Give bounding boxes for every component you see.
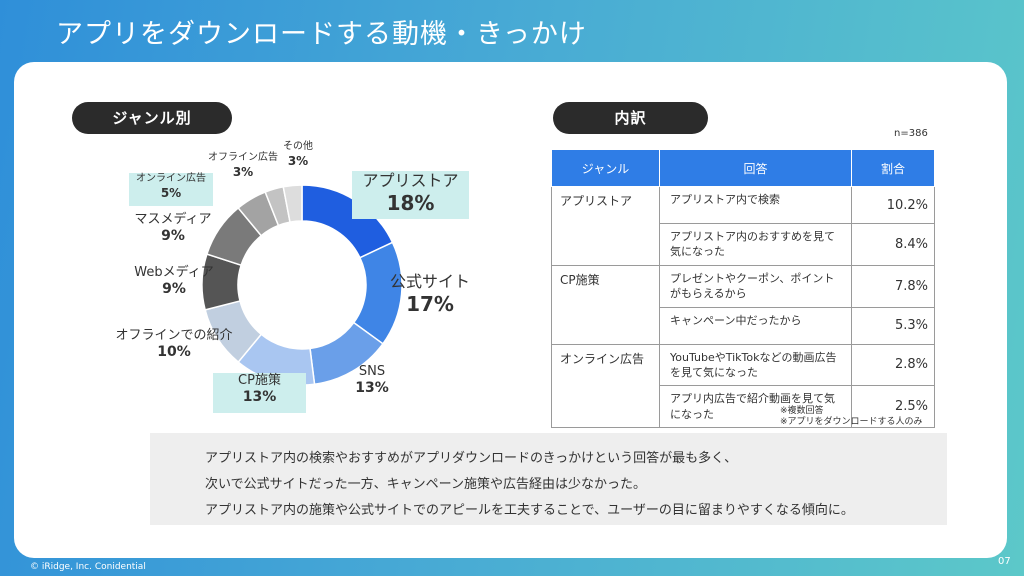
page-title: アプリをダウンロードする動機・きっかけ	[56, 19, 587, 50]
breakdown-table: ジャンル 回答 割合 アプリストア アプリストア内で検索 10.2% アプリスト…	[551, 149, 935, 429]
genre-cell: CP施策	[551, 264, 660, 345]
label-other: その他 3%	[276, 141, 320, 169]
footnote-multiple-answers: ※複数回答	[780, 406, 824, 416]
footnotes: ※複数回答 ※アプリをダウンロードする人のみ	[780, 406, 923, 428]
footnote-downloaders-only: ※アプリをダウンロードする人のみ	[780, 416, 923, 427]
label-sns-value: 13%	[355, 380, 389, 397]
table-row: アプリストア内のおすすめを見て気になった 8.4%	[552, 223, 935, 266]
label-mass-media-name: マスメディア	[134, 212, 212, 227]
label-app-store: アプリストア 18%	[352, 171, 469, 219]
label-offline-intro: オフラインでの紹介 10%	[104, 328, 244, 362]
label-online-ad-value: 5%	[160, 185, 182, 200]
label-offline-ad: オフライン広告 3%	[204, 152, 282, 180]
label-web-media: Webメディア 9%	[128, 265, 220, 299]
table-row: CP施策 プレゼントやクーポン、ポイントがもらえるから 7.8%	[551, 264, 935, 345]
ratio-cell: 5.3%	[851, 306, 935, 345]
label-offline-intro-name: オフラインでの紹介	[115, 328, 233, 343]
label-mass-media-value: 9%	[161, 228, 185, 245]
label-online-ad-name: オンライン広告	[136, 173, 206, 184]
answer-cell: プレゼントやクーポン、ポイントがもらえるから	[659, 264, 852, 308]
genre-cell: アプリストア	[551, 186, 660, 266]
header-ratio: 割合	[851, 149, 935, 187]
label-cp-value: 13%	[242, 389, 277, 406]
breakdown-pill: 内訳	[553, 102, 708, 134]
answer-cell: YouTubeやTikTokなどの動画広告を見て気になった	[659, 343, 852, 387]
label-other-value: 3%	[287, 153, 309, 168]
answer-cell: キャンペーン中だったから	[659, 306, 852, 345]
label-mass-media: マスメディア 9%	[127, 212, 219, 246]
label-online-ad: オンライン広告 5%	[129, 173, 213, 206]
ratio-cell: 7.8%	[851, 264, 935, 308]
genre-cell: オンライン広告	[551, 343, 660, 429]
copyright: © iRidge, Inc. Conidential	[30, 562, 146, 572]
ratio-cell: 8.4%	[851, 223, 935, 266]
ratio-cell: 2.8%	[851, 343, 935, 387]
header-genre: ジャンル	[551, 149, 660, 187]
header-answer: 回答	[659, 149, 852, 187]
table-row: アプリストア アプリストア内で検索 10.2%	[551, 186, 935, 266]
table-row: オンライン広告 YouTubeやTikTokなどの動画広告を見て気になった 2.…	[551, 343, 935, 429]
label-other-name: その他	[283, 141, 313, 152]
label-official-site: 公式サイト 17%	[380, 272, 480, 317]
label-app-store-value: 18%	[386, 191, 435, 215]
label-offline-intro-value: 10%	[157, 344, 191, 361]
table-row: キャンペーン中だったから 5.3%	[552, 306, 935, 345]
sample-size: n=386	[894, 128, 928, 139]
page-number: 07	[998, 556, 1011, 567]
label-sns: SNS 13%	[340, 364, 404, 398]
label-official-site-value: 17%	[406, 292, 454, 316]
ratio-cell: 10.2%	[851, 186, 935, 224]
table-header-row: ジャンル 回答 割合	[551, 149, 935, 187]
answer-cell: アプリストア内のおすすめを見て気になった	[659, 223, 852, 266]
table-row: アプリ内広告で紹介動画を見て気になった 2.5%	[552, 385, 935, 429]
summary-line: 次いで公式サイトだった一方、キャンペーン施策や広告経由は少なかった。	[205, 477, 646, 492]
answer-cell: アプリストア内で検索	[659, 186, 852, 224]
donut-slice	[282, 184, 303, 224]
label-sns-name: SNS	[358, 364, 386, 379]
summary-box: アプリストア内の検索やおすすめがアプリダウンロードのきっかけという回答が最も多く…	[150, 433, 947, 525]
label-web-media-value: 9%	[162, 281, 186, 298]
label-web-media-name: Webメディア	[134, 265, 214, 280]
genre-pill: ジャンル別	[72, 102, 232, 134]
label-cp-name: CP施策	[238, 373, 281, 388]
label-official-site-name: 公式サイト	[389, 272, 470, 291]
summary-line: アプリストア内の検索やおすすめがアプリダウンロードのきっかけという回答が最も多く…	[205, 451, 738, 466]
label-cp: CP施策 13%	[213, 373, 306, 413]
summary-line: アプリストア内の施策や公式サイトでのアピールを工夫することで、ユーザーの目に留ま…	[205, 503, 854, 518]
label-offline-ad-name: オフライン広告	[208, 152, 278, 163]
ratio-cell: 2.5%	[851, 385, 935, 429]
label-offline-ad-value: 3%	[232, 164, 254, 179]
answer-cell: アプリ内広告で紹介動画を見て気になった	[659, 385, 852, 429]
label-app-store-name: アプリストア	[362, 171, 459, 190]
